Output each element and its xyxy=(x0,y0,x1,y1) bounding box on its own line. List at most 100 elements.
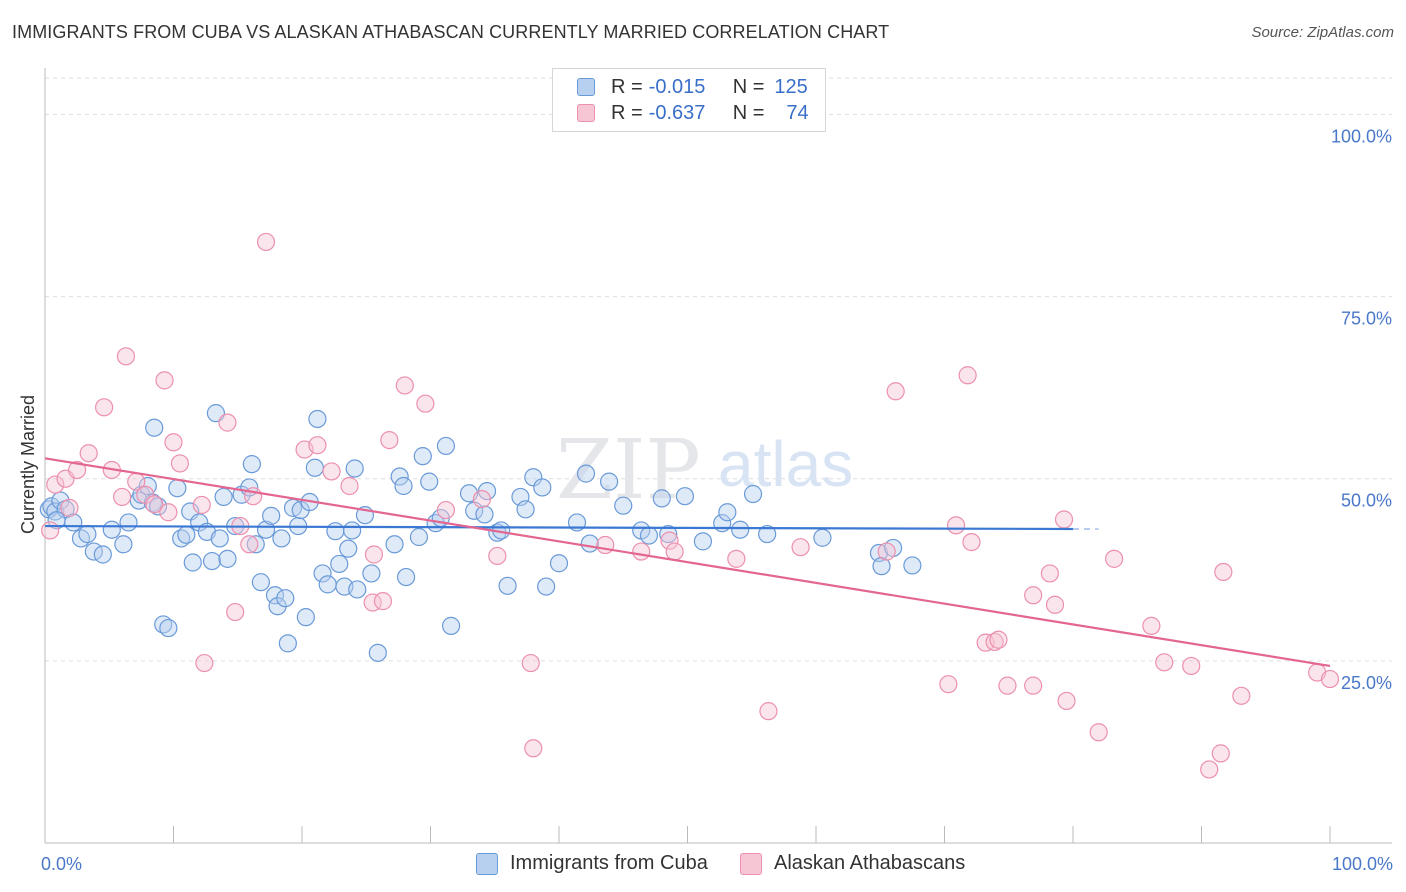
cuba-point xyxy=(420,472,439,491)
cuba-point xyxy=(441,616,461,635)
cuba-point xyxy=(276,589,295,608)
athabascan-point xyxy=(886,382,905,401)
legend-r-label: R = xyxy=(611,75,643,98)
cuba-point xyxy=(177,525,196,544)
cuba-point xyxy=(210,529,229,548)
cuba-point xyxy=(93,545,112,564)
cuba-point xyxy=(718,503,737,522)
athabascan-point xyxy=(1040,564,1059,583)
athabascan-point xyxy=(41,521,60,540)
athabascan-point xyxy=(195,653,214,673)
legend-r-label: R = xyxy=(611,101,643,124)
cuba-point xyxy=(813,528,832,547)
athabascan-point xyxy=(962,532,981,552)
legend-r-value-cuba: -0.015 xyxy=(648,75,706,98)
bottom-legend-athabascan: Alaskan Athabascans xyxy=(740,852,965,875)
cuba-point xyxy=(305,458,324,477)
cuba-point xyxy=(652,489,671,508)
athabascan-point xyxy=(1320,669,1340,689)
y-axis-label: Currently Married xyxy=(18,395,38,534)
athabascan-point xyxy=(759,702,778,721)
bottom-legend-swatch-blue xyxy=(476,852,498,875)
athabascan-point xyxy=(1054,510,1074,529)
cuba-point xyxy=(903,556,922,575)
legend-row-athabascan: R = -0.637 N = 74 xyxy=(577,100,809,126)
cuba-point xyxy=(396,567,416,587)
athabascan-point xyxy=(1200,760,1219,779)
cuba-point xyxy=(278,634,297,653)
athabascan-point xyxy=(1155,653,1174,672)
cuba-point xyxy=(202,551,222,571)
athabascan-point xyxy=(395,376,414,395)
cuba-point xyxy=(308,409,327,429)
cuba-point xyxy=(348,580,367,599)
athabascan-point xyxy=(164,433,183,452)
athabascan-point xyxy=(1024,586,1043,605)
athabascan-trend-line xyxy=(44,457,1331,668)
athabascan-point xyxy=(665,542,684,561)
watermark-zip: ZIP xyxy=(556,423,701,518)
athabascan-point xyxy=(145,495,164,514)
cuba-point xyxy=(758,524,777,544)
cuba-point xyxy=(119,513,138,532)
legend-r-value-athabascan: -0.637 xyxy=(648,101,706,124)
cuba-point xyxy=(385,535,404,554)
cuba-point xyxy=(218,549,237,568)
cuba-point xyxy=(549,554,569,573)
athabascan-point xyxy=(632,542,651,561)
legend-row-cuba: R = -0.015 N = 125 xyxy=(577,74,808,100)
x-tick-label-min: 0.0% xyxy=(41,854,82,874)
athabascan-point xyxy=(939,675,958,694)
cuba-point xyxy=(272,529,291,548)
athabascan-point xyxy=(877,542,896,561)
source-label: Source: ZipAtlas.com xyxy=(1251,24,1394,41)
axis-labels: 25.0% 50.0% 75.0% 100.0% 0.0% 100.0% Currently… xyxy=(18,126,1393,874)
cuba-point xyxy=(614,496,633,515)
cuba-point xyxy=(409,527,429,547)
athabascan-point xyxy=(472,490,491,509)
grid-layer xyxy=(45,77,1392,662)
y-tick-label: 25.0% xyxy=(1341,673,1392,693)
cuba-point xyxy=(313,564,332,583)
cuba-point xyxy=(537,577,556,596)
athabascan-point xyxy=(373,592,393,611)
cuba-point xyxy=(675,487,695,506)
cuba-point xyxy=(524,468,543,487)
cuba-point xyxy=(600,472,619,491)
athabascan-point xyxy=(116,347,136,366)
athabascan-point xyxy=(946,516,966,535)
cuba-point xyxy=(345,459,364,478)
cuba-point xyxy=(262,506,281,525)
athabascan-point xyxy=(998,676,1017,695)
athabascan-point xyxy=(159,503,178,522)
cuba-point xyxy=(639,526,659,545)
y-tick-label: 50.0% xyxy=(1341,491,1392,511)
cuba-point xyxy=(362,564,381,583)
athabascan-point xyxy=(1211,744,1230,763)
athabascan-point xyxy=(256,232,276,252)
cuba-point xyxy=(580,534,599,553)
cuba-point xyxy=(265,586,285,605)
athabascan-point xyxy=(60,498,79,517)
cuba-point xyxy=(318,575,337,594)
athabascan-point xyxy=(155,371,174,390)
athabascan-point xyxy=(1024,676,1043,695)
axes-layer xyxy=(44,68,1392,844)
cuba-point xyxy=(390,467,409,486)
cuba-point xyxy=(413,447,432,466)
athabascan-point xyxy=(112,487,132,507)
athabascan-point xyxy=(1142,616,1161,635)
cuba-point xyxy=(145,418,164,437)
cuba-point xyxy=(743,484,763,504)
athabascan-point xyxy=(436,500,456,520)
cuba-point xyxy=(159,618,178,638)
athabascan-point xyxy=(322,462,341,481)
cuba-point xyxy=(659,524,678,544)
cuba-point xyxy=(498,576,517,595)
cuba-point xyxy=(339,539,358,558)
bottom-legend-cuba: Immigrants from Cuba xyxy=(476,852,708,875)
cuba-point xyxy=(214,487,233,507)
legend-n-value-cuba: 125 xyxy=(774,75,808,98)
legend-swatch-blue xyxy=(577,78,595,96)
bottom-legend-swatch-pink xyxy=(740,852,762,875)
